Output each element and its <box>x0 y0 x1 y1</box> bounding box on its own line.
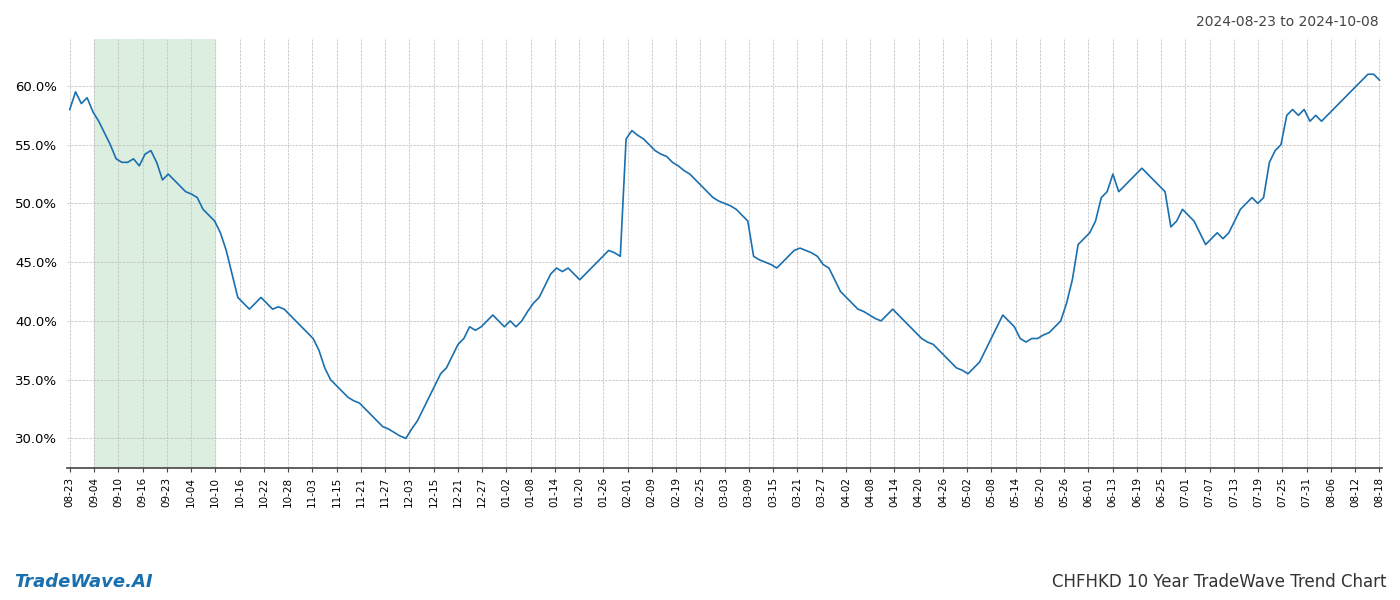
Text: TradeWave.AI: TradeWave.AI <box>14 573 153 591</box>
Text: CHFHKD 10 Year TradeWave Trend Chart: CHFHKD 10 Year TradeWave Trend Chart <box>1051 573 1386 591</box>
Bar <box>94 39 216 468</box>
Text: 2024-08-23 to 2024-10-08: 2024-08-23 to 2024-10-08 <box>1197 15 1379 29</box>
